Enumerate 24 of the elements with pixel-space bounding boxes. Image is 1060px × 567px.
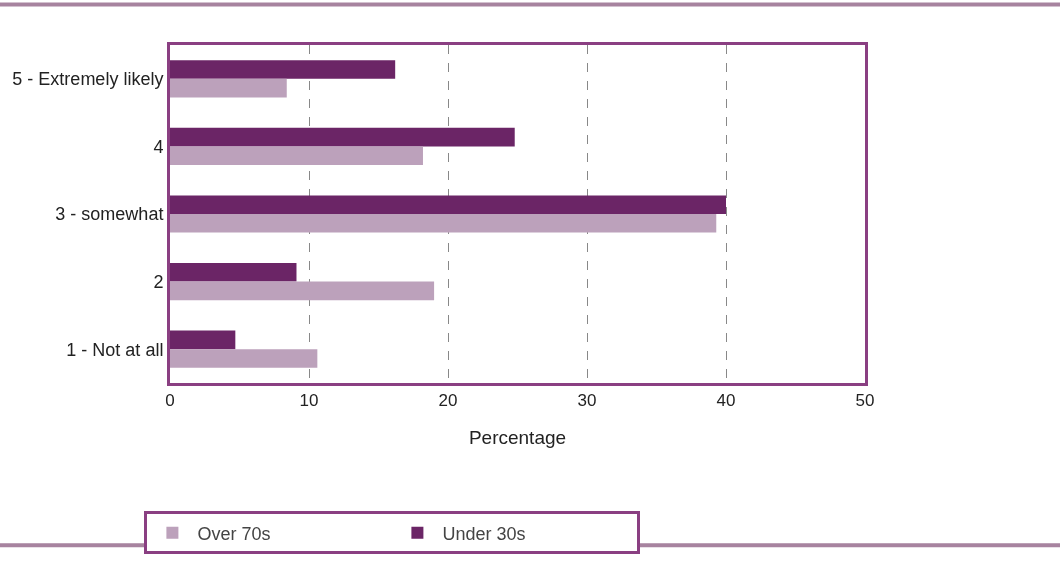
x-tick-label: 30 [577,391,597,411]
bar [170,281,435,301]
bar [170,195,726,214]
x-tick-label: 50 [855,391,875,411]
bar [170,78,287,98]
bar [170,127,515,147]
y-tick-label: 5 - Extremely likely [12,69,164,90]
bar [170,330,236,350]
bar [170,214,717,233]
bar [170,349,318,368]
y-tick-label: 3 - somewhat [55,204,164,225]
x-tick-label: 40 [716,391,736,411]
bar [170,60,396,79]
x-tick-label: 10 [299,391,319,411]
y-tick-label: 1 - Not at all [66,339,164,360]
x-axis-title: Percentage [468,427,567,449]
y-tick-label: 4 [153,136,164,157]
bar [170,146,423,165]
bar [170,263,297,282]
y-tick-label: 2 [153,271,164,292]
legend-label: Over 70s [197,523,271,544]
x-tick-label: 0 [165,391,175,411]
legend-label: Under 30s [442,523,526,544]
x-tick-label: 20 [438,391,458,411]
